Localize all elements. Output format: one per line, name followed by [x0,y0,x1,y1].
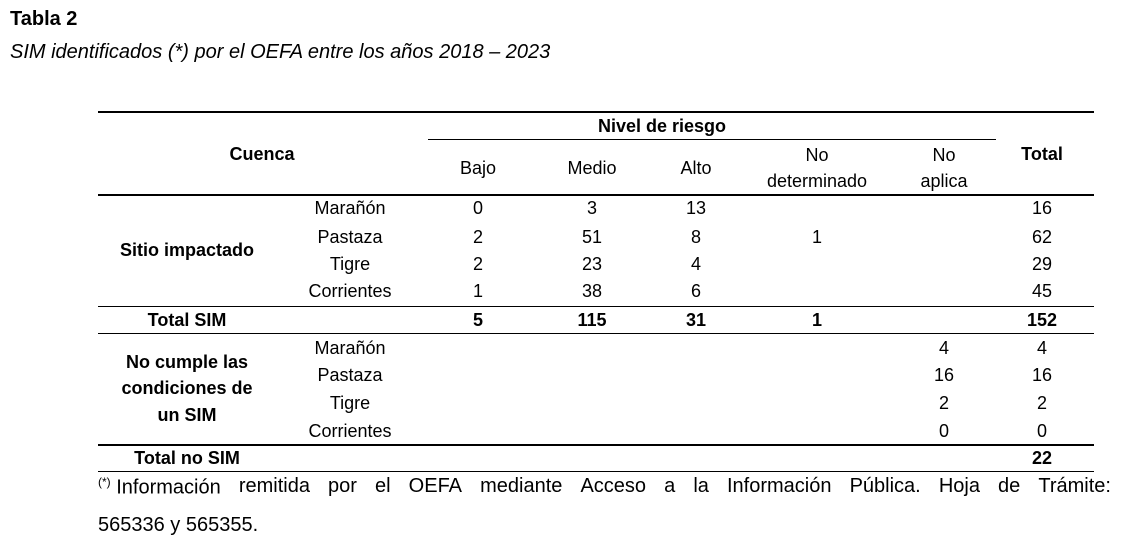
group-label-no-cumple-line2: condiciones de [121,378,253,398]
cell-bajo: 1 [472,281,484,301]
total-sim-alto: 31 [685,310,707,330]
rule-header-bottom [98,194,1094,196]
footnote-line2: 565336 y 565355. [98,514,259,536]
footnote-word: Hoja [938,475,980,497]
header-bajo: Bajo [459,158,497,178]
total-sim-label: Total SIM [147,310,227,330]
cuenca-name: Corrientes [308,421,392,441]
footnote-word: Información [727,475,832,497]
rule-nivel [428,139,996,140]
header-total: Total [1021,144,1063,164]
cell-alto: 6 [690,281,702,301]
cell-total: 45 [1031,281,1053,301]
footnote-word: de [998,475,1021,497]
cell-total: 16 [1031,198,1053,218]
cell-bajo: 2 [472,227,484,247]
header-cuenca: Cuenca [229,144,295,164]
cell-alto: 8 [690,227,702,247]
footnote-word: la [693,475,709,497]
cuenca-name: Pastaza [317,227,383,247]
cell-total: 62 [1031,227,1053,247]
footnote-word: por [328,475,357,497]
cuenca-name: Pastaza [317,365,383,385]
footnote-word: el [375,475,391,497]
header-no-determinado-line2: determinado [766,171,868,191]
total-sim-medio: 115 [577,310,607,330]
cell-total: 0 [1036,421,1048,441]
cell-total: 16 [1031,365,1053,385]
cell-total: 2 [1036,393,1048,413]
cell-no-aplica: 16 [933,365,955,385]
group-label-sitio-impactado: Sitio impactado [119,240,255,260]
table-caption: SIM identificados (*) por el OEFA entre … [10,41,551,63]
cell-medio: 3 [586,198,598,218]
cell-bajo: 0 [472,198,484,218]
rule-total-sim-top [98,306,1094,307]
cell-medio: 23 [581,254,603,274]
total-sim-no-determinado: 1 [811,310,823,330]
group-label-no-cumple-line3: un SIM [157,405,217,425]
footnote-mark: (*) [98,475,111,489]
cell-no-determinado: 1 [811,227,823,247]
cell-medio: 38 [581,281,603,301]
group-label-no-cumple-line1: No cumple las [125,352,249,372]
cell-total: 29 [1031,254,1053,274]
total-no-sim-total: 22 [1031,448,1053,468]
footnote-word: a [664,475,676,497]
footnote-word: OEFA [408,475,463,497]
footnote-word: Trámite: [1038,475,1111,497]
table-number: Tabla 2 [10,8,78,30]
cell-no-aplica: 4 [938,338,950,358]
cell-alto: 13 [685,198,707,218]
header-medio: Medio [567,158,617,178]
rule-bottom [98,471,1094,472]
total-sim-total: 152 [1026,310,1058,330]
cell-total: 4 [1036,338,1048,358]
cell-alto: 4 [690,254,702,274]
cuenca-name: Tigre [329,254,371,274]
cuenca-name: Marañón [314,338,386,358]
header-no-aplica-line1: No [932,145,956,165]
cuenca-name: Marañón [314,198,386,218]
footnote-word: (*) Información [98,475,221,499]
total-no-sim-label: Total no SIM [134,448,240,468]
header-alto: Alto [680,158,712,178]
header-nivel-de-riesgo: Nivel de riesgo [597,116,727,136]
footnote-word: mediante [480,475,563,497]
cell-medio: 51 [581,227,603,247]
rule-total-nosim-top [98,444,1094,446]
header-no-aplica-line2: aplica [920,171,968,191]
rule-top [98,111,1094,113]
cuenca-name: Corrientes [308,281,392,301]
rule-total-sim-bottom [98,333,1094,334]
cell-no-aplica: 2 [938,393,950,413]
footnote-line1: (*) Información remitida por el OEFA med… [98,475,1111,500]
cell-no-aplica: 0 [938,421,950,441]
header-no-determinado-line1: No [805,145,829,165]
total-sim-bajo: 5 [472,310,484,330]
footnote-word: Pública. [849,475,921,497]
cell-bajo: 2 [472,254,484,274]
footnote-word: Acceso [580,475,647,497]
cuenca-name: Tigre [329,393,371,413]
footnote-word: remitida [238,475,310,497]
